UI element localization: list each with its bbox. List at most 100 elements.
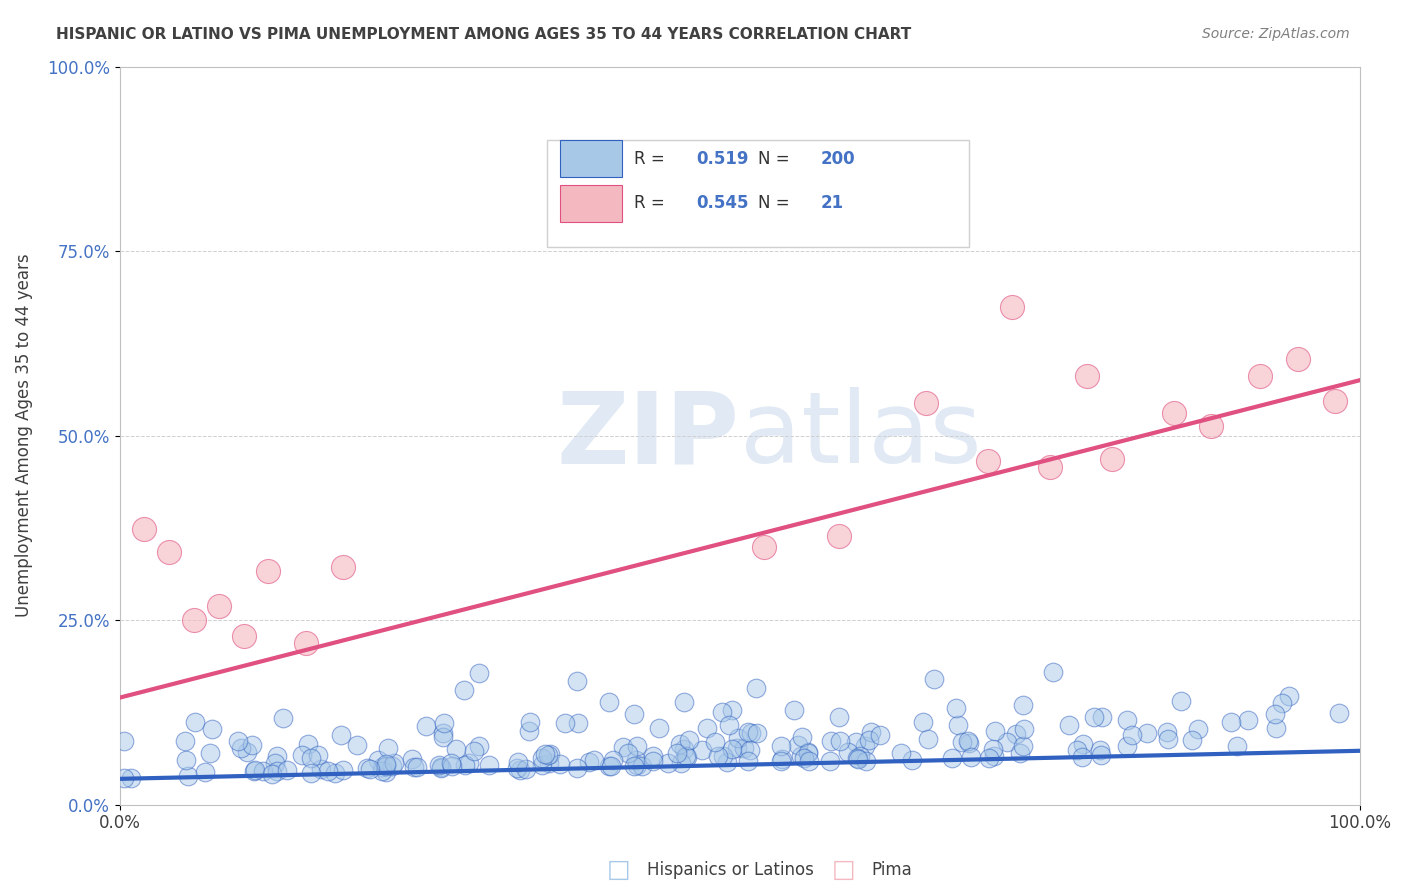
Point [446,742,468,756]
Point [1066,742,1088,756]
Point [858,733,880,747]
Point [548,757,571,772]
Point [1323,394,1346,409]
Point [567,716,589,731]
Point [582,752,605,766]
Point [565,761,588,775]
Point [1187,722,1209,736]
Point [737,725,759,739]
Point [626,739,648,753]
Point [690,743,713,757]
Point [112,771,135,785]
Point [818,754,841,768]
Point [377,741,399,756]
Point [710,706,733,720]
Point [402,760,425,774]
Point [983,749,1005,764]
Point [641,749,664,764]
Text: N =: N = [758,194,794,212]
Point [538,747,561,761]
Point [266,764,288,778]
Point [846,752,869,766]
Text: 0.545: 0.545 [696,194,748,212]
Point [236,745,259,759]
Point [828,733,851,747]
Point [960,750,983,764]
Point [537,747,560,762]
Point [1249,369,1271,384]
Point [598,695,620,709]
Point [976,454,998,468]
Point [733,741,755,756]
Point [945,701,967,715]
Point [120,771,142,785]
Text: Source: ZipAtlas.com: Source: ZipAtlas.com [1202,27,1350,41]
Point [1011,698,1033,713]
Point [602,753,624,767]
Point [1121,728,1143,742]
Point [718,717,741,731]
Point [1012,739,1035,753]
Point [675,749,697,764]
Point [177,768,200,782]
Point [316,764,339,778]
Point [467,666,489,681]
Point [790,730,813,744]
Point [208,599,231,613]
Point [262,767,284,781]
Point [696,721,718,735]
Point [257,564,280,578]
Point [623,706,645,721]
Point [430,760,453,774]
Point [1042,665,1064,679]
Point [668,737,690,751]
Point [721,741,744,756]
Point [1012,722,1035,736]
Point [375,759,398,773]
Point [307,747,329,762]
Point [332,763,354,777]
Point [263,756,285,771]
Point [183,714,205,729]
Point [612,740,634,755]
Point [626,757,648,772]
Point [950,735,973,749]
Point [432,716,454,731]
Point [599,759,621,773]
Point [299,765,322,780]
Point [647,722,669,736]
Point [797,746,820,760]
Point [869,728,891,742]
Point [371,764,394,778]
Point [299,751,322,765]
Point [463,744,485,758]
Point [837,745,859,759]
Point [432,726,454,740]
Point [957,734,980,748]
Point [787,739,810,753]
Point [1265,721,1288,735]
Point [1278,690,1301,704]
Point [1115,739,1137,753]
Point [673,695,696,709]
Point [515,762,537,776]
Point [1090,748,1112,763]
Point [676,750,699,764]
Point [678,732,700,747]
Point [984,724,1007,739]
Y-axis label: Unemployment Among Ages 35 to 44 years: Unemployment Among Ages 35 to 44 years [15,254,32,617]
Point [725,741,748,756]
Point [598,759,620,773]
Point [1225,739,1247,753]
Point [1236,713,1258,727]
Point [252,764,274,778]
Point [859,725,882,739]
Point [531,750,554,764]
Point [631,758,654,772]
Point [429,761,451,775]
Point [356,761,378,775]
Point [737,754,759,768]
Point [1270,696,1292,710]
Point [243,764,266,778]
Point [1170,694,1192,708]
